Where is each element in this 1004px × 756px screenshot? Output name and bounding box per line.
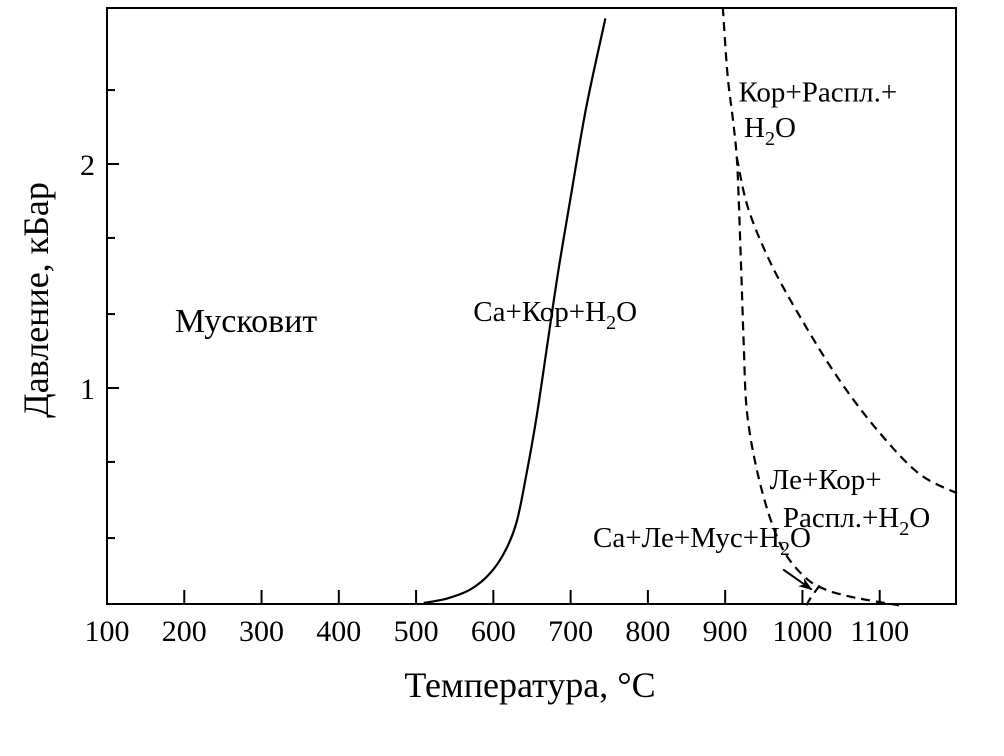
x-tick-label: 200 [162, 615, 207, 648]
x-tick-label: 1000 [772, 615, 832, 648]
y-tick-label: 2 [80, 149, 95, 182]
x-tick-label: 800 [625, 615, 670, 648]
region-label-sa-le-mus-h2o: Са+Ле+Мус+Н2О [593, 522, 811, 560]
region-label-kor-melt-h2o-line2: Н2О [744, 112, 796, 150]
y-axis-title: Давление, кБар [16, 182, 56, 418]
x-tick-label: 400 [316, 615, 361, 648]
x-axis-title: Температура, °С [404, 665, 655, 705]
x-tick-label: 900 [703, 615, 748, 648]
arrow-annotation [782, 568, 813, 591]
x-tick-label: 300 [239, 615, 284, 648]
boundary-curve-1 [423, 18, 607, 605]
annotations [782, 568, 813, 591]
region-label-muscovite: Мусковит [175, 303, 318, 340]
plot-frame [106, 7, 957, 605]
region-label-le-kor-line2: Распл.+Н2О [783, 502, 930, 540]
axis-ticks: 100 200 300 400 500 600 700 800 900 1000 1100 1 2 [80, 89, 909, 648]
boundary-curve-3 [735, 157, 958, 495]
x-tick-label: 500 [394, 615, 439, 648]
region-label-sa-kor-h2o: Са+Кор+Н2О [473, 296, 637, 334]
x-tick-label: 1100 [850, 615, 909, 648]
region-labels: Мусковит Са+Кор+Н2О Кор+Распл.+ Н2О Ле+Кор+ Р… [175, 76, 930, 560]
phase-boundaries [423, 7, 958, 607]
x-tick-label: 600 [471, 615, 516, 648]
region-label-kor-melt-h2o-line1: Кор+Распл.+ [739, 76, 898, 108]
boundary-curve-2 [721, 7, 900, 607]
y-tick-label: 1 [80, 373, 95, 406]
x-tick-label: 700 [548, 615, 593, 648]
boundary-curve-4 [805, 582, 823, 606]
region-label-le-kor-line1: Ле+Кор+ [770, 464, 882, 496]
x-tick-label: 100 [85, 615, 130, 648]
